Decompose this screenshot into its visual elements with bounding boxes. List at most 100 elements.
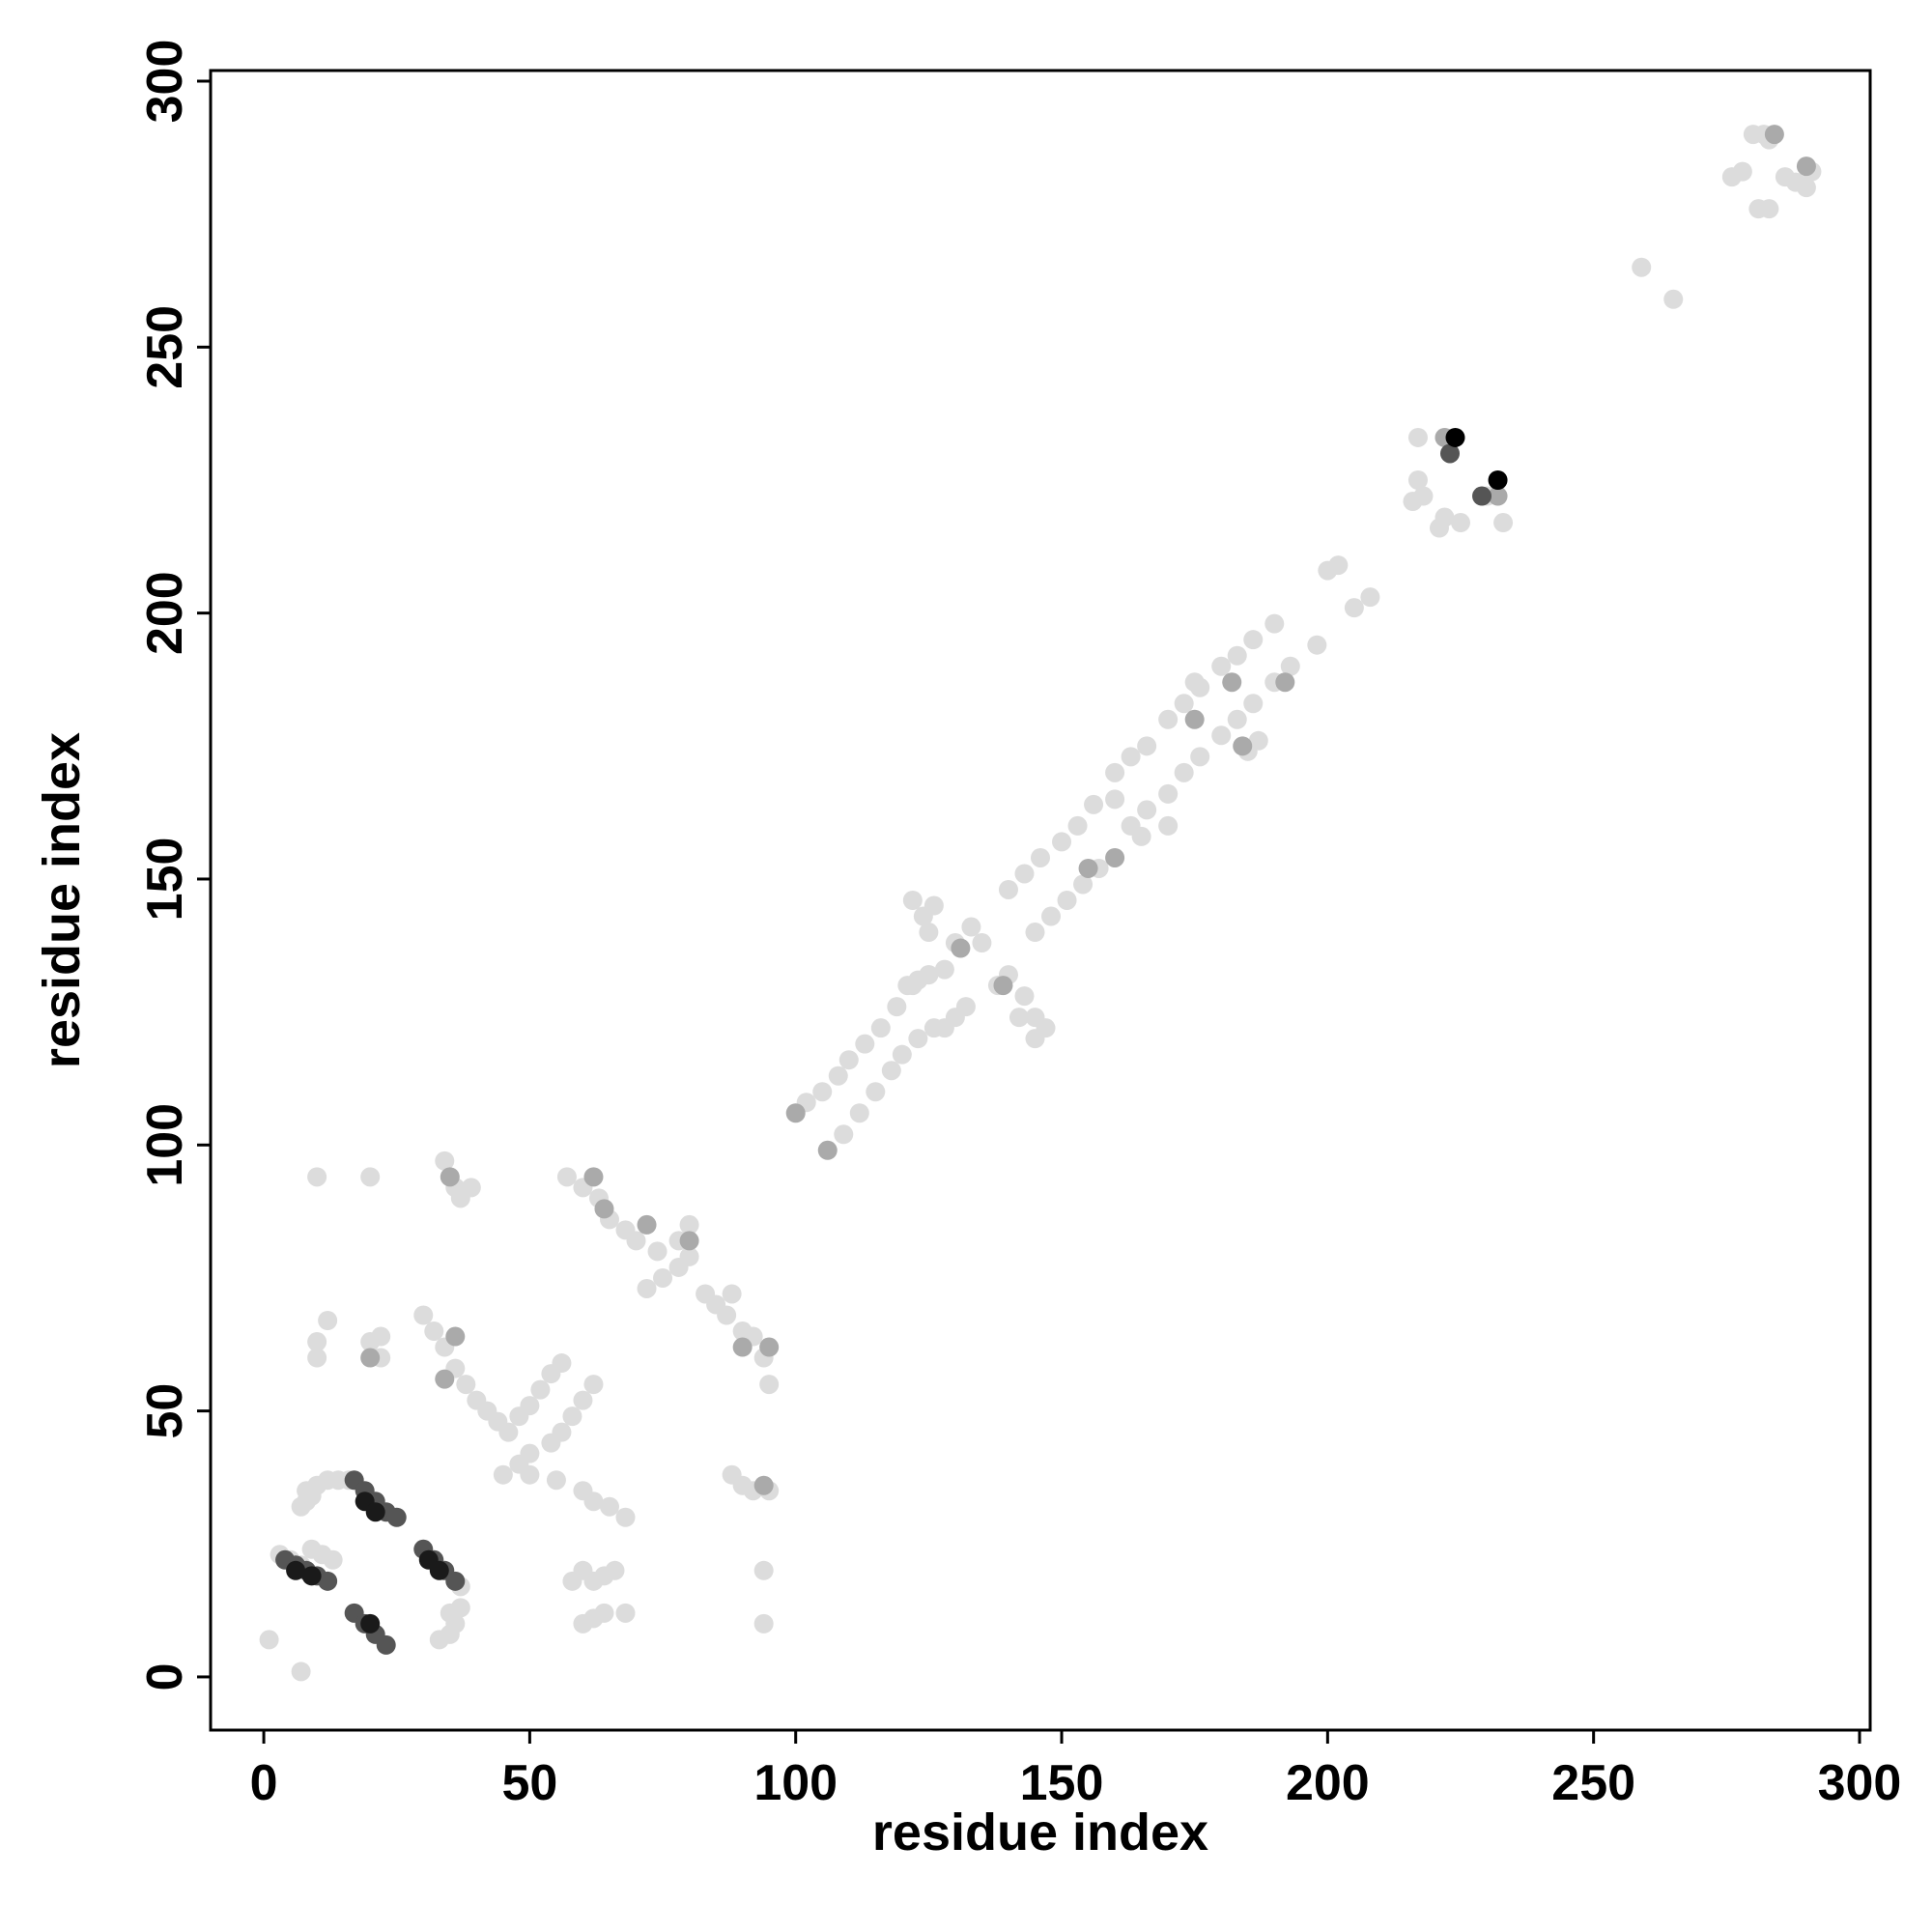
x-tick-label: 150 — [1020, 1755, 1104, 1811]
x-tick-label: 50 — [501, 1755, 557, 1811]
point — [552, 1422, 572, 1442]
point — [562, 1406, 582, 1427]
point — [1222, 672, 1242, 693]
point — [1632, 257, 1652, 277]
plot-frame — [209, 69, 1872, 1732]
point — [546, 1470, 566, 1491]
point — [1280, 656, 1300, 676]
point — [1243, 694, 1264, 714]
point — [583, 1375, 604, 1395]
point — [908, 1029, 928, 1049]
point — [1796, 156, 1816, 177]
point — [1307, 635, 1327, 655]
point — [583, 1492, 604, 1512]
point — [1759, 199, 1779, 219]
point — [1137, 736, 1157, 756]
point — [318, 1311, 338, 1331]
point — [376, 1634, 396, 1655]
point — [849, 1103, 869, 1123]
point — [1264, 613, 1285, 634]
point — [817, 1140, 838, 1160]
point — [637, 1278, 657, 1298]
point — [1084, 794, 1104, 814]
point — [435, 1369, 455, 1389]
point — [870, 1018, 891, 1038]
point — [1407, 427, 1428, 447]
point — [429, 1560, 449, 1580]
point — [1078, 858, 1098, 878]
point — [1445, 427, 1465, 447]
point — [1488, 469, 1508, 490]
y-axis-title: residue index — [33, 732, 91, 1068]
point — [637, 1214, 657, 1235]
point — [626, 1231, 646, 1251]
point — [1041, 906, 1062, 926]
point — [993, 976, 1013, 996]
y-tick-label: 100 — [137, 1103, 193, 1187]
point — [615, 1603, 636, 1623]
x-tick-label: 200 — [1286, 1755, 1370, 1811]
x-tick-label: 250 — [1551, 1755, 1635, 1811]
point — [722, 1284, 742, 1304]
y-tick-label: 150 — [137, 838, 193, 922]
point — [493, 1464, 513, 1485]
point — [732, 1337, 753, 1357]
point — [583, 1608, 604, 1629]
point — [1233, 736, 1253, 756]
point — [919, 923, 939, 943]
point — [1052, 832, 1072, 852]
x-tick-label: 300 — [1818, 1755, 1902, 1811]
point — [435, 1151, 455, 1171]
point — [1184, 672, 1205, 693]
point — [307, 1348, 327, 1368]
point — [1732, 161, 1752, 182]
y-tick-label: 250 — [137, 305, 193, 389]
point — [679, 1231, 699, 1251]
x-tick-label: 100 — [753, 1755, 838, 1811]
point — [892, 1044, 912, 1065]
point — [360, 1167, 381, 1187]
point — [866, 1082, 886, 1102]
point — [1488, 486, 1508, 506]
point — [1014, 864, 1035, 884]
point — [1009, 1008, 1029, 1028]
point — [360, 1348, 381, 1368]
point — [1105, 789, 1125, 810]
point — [386, 1507, 407, 1527]
point — [594, 1199, 614, 1219]
point — [1105, 847, 1125, 867]
point — [1025, 1029, 1045, 1049]
point — [1174, 694, 1194, 714]
point — [1243, 630, 1264, 650]
point — [753, 1560, 774, 1580]
point — [812, 1082, 833, 1102]
point — [785, 1103, 806, 1123]
point — [1025, 923, 1045, 943]
point — [1031, 847, 1050, 867]
point — [461, 1178, 481, 1198]
point — [759, 1337, 780, 1357]
point — [679, 1214, 699, 1235]
point — [919, 965, 939, 985]
point — [605, 1560, 625, 1580]
point — [1796, 178, 1816, 198]
point — [679, 1246, 699, 1266]
point — [599, 1496, 619, 1517]
point — [1275, 672, 1295, 693]
point — [259, 1630, 279, 1650]
point — [323, 1549, 343, 1570]
point — [1407, 469, 1428, 490]
point — [1158, 783, 1179, 804]
x-axis-title: residue index — [872, 1804, 1208, 1861]
point — [1158, 815, 1179, 836]
point — [1184, 709, 1205, 729]
point — [1328, 555, 1349, 576]
y-tick-label: 300 — [137, 40, 193, 124]
y-tick-label: 200 — [137, 571, 193, 655]
point — [318, 1571, 338, 1591]
point — [1137, 800, 1157, 820]
point — [834, 1124, 854, 1145]
point — [615, 1507, 636, 1527]
point — [456, 1375, 476, 1395]
